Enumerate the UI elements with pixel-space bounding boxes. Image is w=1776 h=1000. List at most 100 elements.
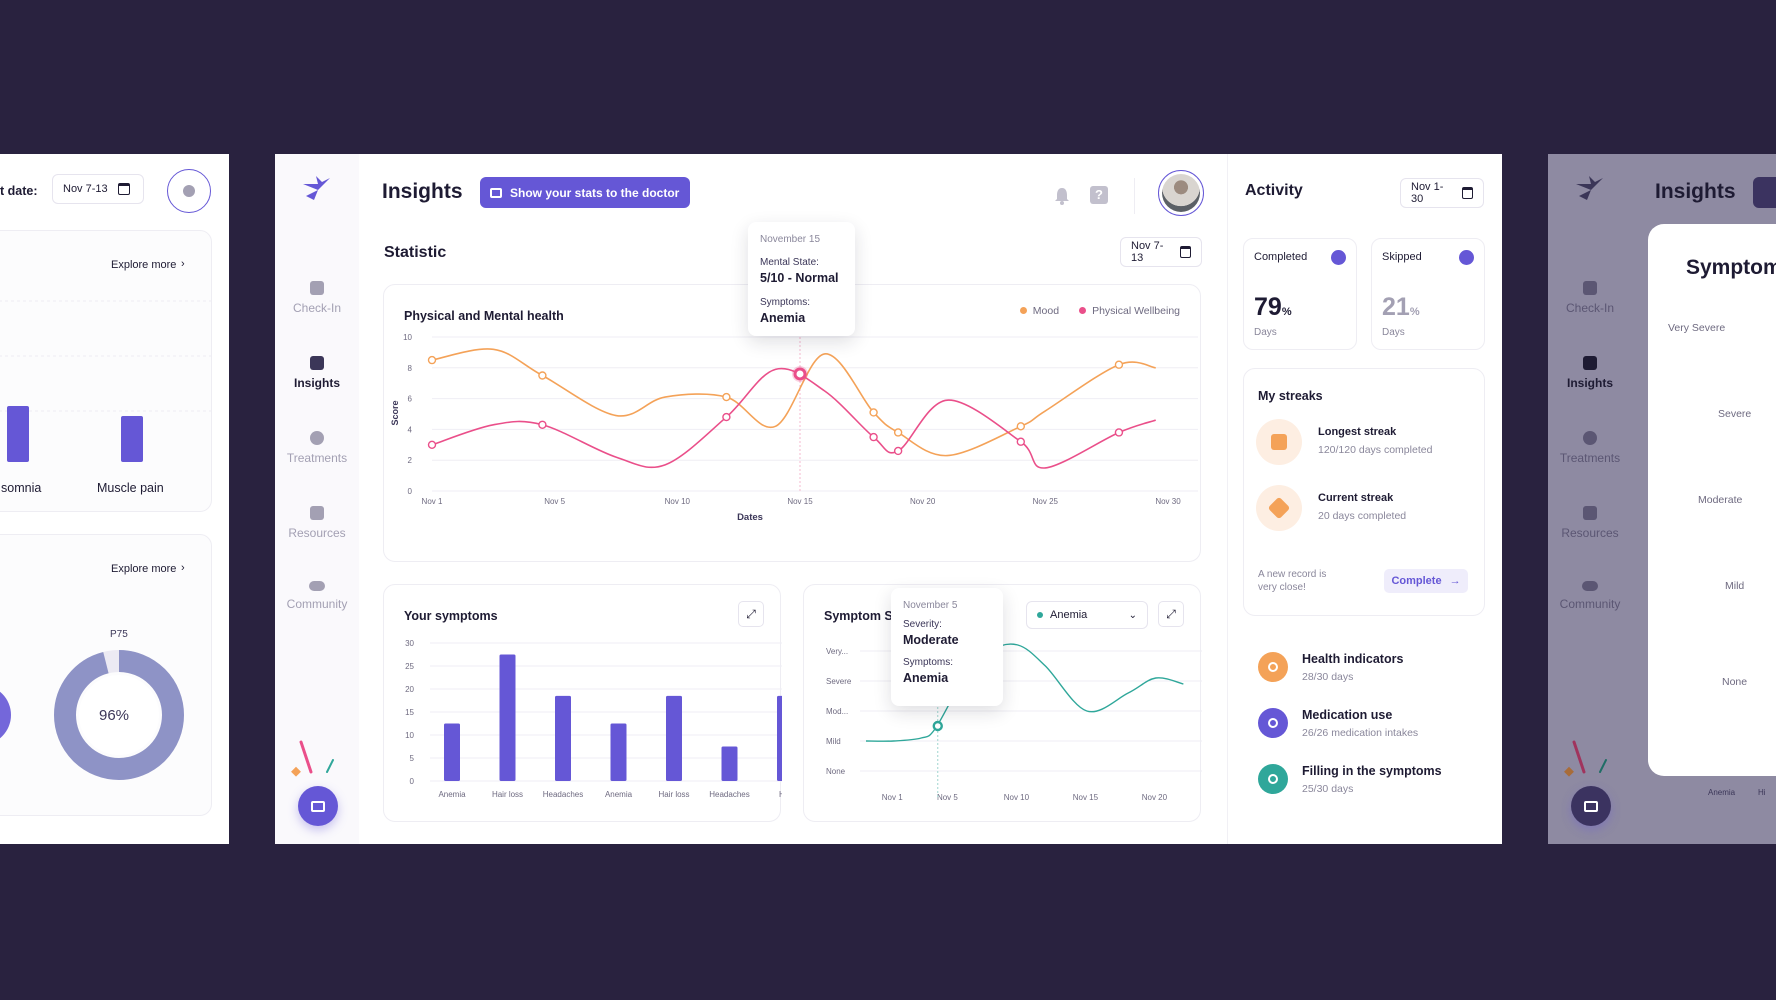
chevron-down-icon: ⌄ — [1128, 609, 1137, 621]
x-tick-label: Anemia — [605, 790, 633, 799]
expand-icon[interactable]: ⤢ — [738, 601, 764, 627]
explore-more-link[interactable]: Explore more — [111, 259, 177, 271]
left-donut-chart — [0, 650, 184, 780]
physical-series-line — [431, 367, 1156, 469]
x-tick-label: Nov 20 — [910, 497, 936, 506]
anemia-series-line — [865, 643, 1184, 742]
symptom-bar — [499, 654, 516, 781]
sidebar-item-resources[interactable]: Resources — [275, 506, 359, 540]
legend-mood: Mood — [1019, 305, 1059, 317]
print-fab-button[interactable] — [298, 786, 338, 826]
sidebar-item-label: Treatments — [286, 451, 348, 465]
sidebar-item-treatments[interactable]: Treatments — [1548, 431, 1632, 465]
complete-button[interactable]: Complete → — [1384, 569, 1468, 593]
sidebar-item-community[interactable]: Community — [1548, 581, 1632, 611]
activity-divider — [1227, 154, 1228, 844]
help-icon[interactable]: ? — [1090, 186, 1108, 204]
chevron-right-icon[interactable]: › — [181, 258, 185, 270]
x-axis-label: Dates — [737, 512, 763, 523]
bottom-label: Hi — [1758, 788, 1766, 797]
longest-streak: Longest streak 120/120 days completed — [1256, 419, 1456, 465]
explore-more-link[interactable]: Explore more — [111, 563, 177, 575]
clipboard-check-icon — [310, 281, 324, 295]
calendar-icon — [117, 183, 130, 195]
y-tick-label: 2 — [408, 456, 413, 465]
y-tick-label: None — [826, 767, 846, 776]
data-point — [722, 412, 731, 422]
completed-number: 79 — [1254, 293, 1282, 321]
left-donut-card: Explore more › P75 96% — [0, 534, 212, 816]
x-tick-label: Nov 25 — [1033, 497, 1059, 506]
symptom-bar — [555, 695, 571, 781]
sidebar-item-community[interactable]: Community — [275, 581, 359, 611]
y-tick-label: 5 — [410, 754, 415, 763]
sidebar-item-label: Insights — [1566, 376, 1613, 390]
chart-title: Physical and Mental health — [404, 309, 564, 323]
sidebar-item-treatments[interactable]: Treatments — [275, 431, 359, 465]
longest-title: Longest streak — [1318, 426, 1397, 438]
sidebar-item-insights[interactable]: Insights — [1548, 356, 1632, 390]
activity-date-picker[interactable]: Nov 1-30 — [1400, 178, 1484, 208]
x-tick-label: Nov 1 — [422, 497, 443, 506]
medication-use-item[interactable]: Medication use 26/26 medication intakes — [1258, 706, 1478, 740]
x-tick-label: Nov 5 — [937, 793, 958, 802]
chevron-right-icon[interactable]: › — [181, 562, 185, 574]
bell-icon[interactable] — [1053, 186, 1071, 206]
indicator-title: Filling in the symptoms — [1302, 764, 1442, 778]
x-tick-label: Hair loss — [492, 790, 523, 799]
sidebar-item-label: Resources — [288, 526, 346, 540]
completed-label: Completed — [1254, 251, 1308, 263]
sidebar-item-insights[interactable]: Insights — [275, 356, 359, 390]
left-avatar[interactable] — [167, 169, 211, 213]
indicator-sub: 28/30 days — [1302, 671, 1354, 683]
data-point — [893, 428, 903, 437]
symptom-filter-select[interactable]: Anemia ⌄ — [1026, 601, 1148, 629]
y-tick-label: 0 — [408, 487, 413, 496]
lightning-icon — [1256, 485, 1302, 531]
cta-fragment[interactable] — [1753, 177, 1776, 208]
activity-title: Activity — [1245, 182, 1303, 199]
symptoms-title: Your symptoms — [404, 609, 498, 623]
left-preview-panel: t date: Nov 7-13 Explore more › somnia M… — [0, 154, 229, 844]
y-tick-label: 10 — [403, 333, 412, 342]
left-bar-label: Muscle pain — [97, 481, 164, 495]
sidebar-item-label: Community — [286, 597, 348, 611]
sidebar-item-check-in[interactable]: Check-In — [275, 281, 359, 315]
completed-card: Completed 79% Days — [1243, 238, 1357, 350]
record-note: A new record is very close! — [1258, 569, 1327, 593]
indicator-title: Medication use — [1302, 708, 1393, 722]
expand-icon[interactable]: ⤢ — [1158, 601, 1184, 627]
page-title: Insights — [382, 180, 463, 203]
tooltip-symptoms-value: Anemia — [903, 671, 949, 685]
show-stats-to-doctor-button[interactable]: Show your stats to the doctor — [480, 177, 690, 208]
current-title: Current streak — [1318, 492, 1394, 504]
print-fab-button[interactable] — [1571, 786, 1611, 826]
arrow-right-icon: → — [1449, 575, 1461, 587]
clipboard-check-icon — [1583, 281, 1597, 295]
symptom-bar — [777, 695, 782, 781]
sidebar-item-label: Resources — [1561, 526, 1619, 540]
x-tick-label: Hair loss — [658, 790, 689, 799]
severity-title: Symptom S — [824, 609, 893, 623]
donut-arc — [54, 650, 184, 780]
x-tick-label: Nov 15 — [1073, 793, 1099, 802]
health-indicators-item[interactable]: Health indicators 28/30 days — [1258, 650, 1478, 684]
tooltip-state-value: 5/10 - Normal — [760, 271, 839, 285]
left-bar-card: Explore more › somnia Muscle pain — [0, 230, 212, 512]
filling-symptoms-item[interactable]: Filling in the symptoms 25/30 days — [1258, 762, 1478, 796]
pill-icon — [310, 431, 324, 445]
data-point — [1114, 428, 1124, 437]
indicator-sub: 26/26 medication intakes — [1302, 727, 1419, 739]
sidebar-item-label: Check-In — [1565, 301, 1615, 315]
data-point — [893, 446, 903, 456]
legend-dot — [1079, 307, 1087, 314]
statistic-date-picker[interactable]: Nov 7-13 — [1120, 237, 1202, 267]
sidebar-item-resources[interactable]: Resources — [1548, 506, 1632, 540]
y-tick-label: 4 — [408, 425, 413, 434]
indicator-title: Health indicators — [1302, 652, 1404, 666]
left-date-picker[interactable]: Nov 7-13 — [52, 174, 144, 204]
sidebar-item-check-in[interactable]: Check-In — [1548, 281, 1632, 315]
x-tick-label: Nov 5 — [544, 497, 565, 506]
avatar[interactable] — [1158, 170, 1204, 216]
y-tick-label: 15 — [405, 708, 414, 717]
